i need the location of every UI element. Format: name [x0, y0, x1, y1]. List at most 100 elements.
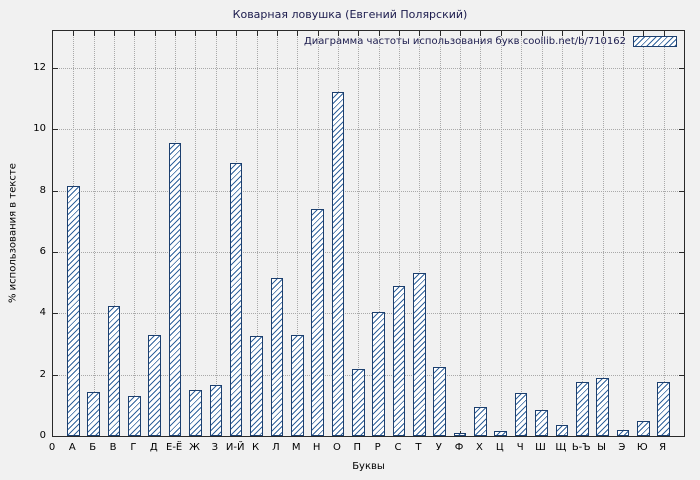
x-tick-label: О — [333, 442, 341, 453]
y-tick-mark — [679, 313, 684, 315]
x-tick-label: Р — [374, 442, 381, 453]
x-tick-mark — [215, 31, 217, 36]
x-tick-label: Д — [149, 442, 158, 453]
bar-Л — [270, 278, 284, 436]
bar-О — [331, 92, 345, 436]
x-tick-mark — [399, 31, 401, 36]
bar-Ф — [453, 432, 467, 436]
gridline-horizontal — [53, 313, 684, 315]
x-tick-label: М — [291, 442, 301, 453]
gridline-horizontal — [53, 129, 684, 131]
x-tick-mark — [500, 31, 502, 36]
y-tick-mark — [679, 67, 684, 69]
x-axis-label: Буквы — [352, 461, 385, 472]
bar-И-Й — [229, 162, 243, 436]
x-tick-mark — [358, 31, 360, 36]
gridline-vertical — [134, 31, 136, 436]
gridline-vertical — [358, 31, 360, 436]
x-tick-label: Г — [130, 442, 137, 453]
bar-Ч — [514, 393, 528, 436]
gridline-vertical — [582, 31, 584, 436]
x-tick-label: Ф — [454, 442, 464, 453]
legend: Диаграмма частоты использования букв coo… — [304, 36, 677, 47]
x-tick-mark — [663, 31, 665, 36]
gridline-vertical — [460, 31, 462, 436]
y-tick-label: 12 — [33, 61, 46, 73]
y-tick-label: 4 — [39, 307, 46, 319]
bar-Ж — [189, 389, 202, 436]
gridline-horizontal — [53, 251, 684, 253]
x-tick-mark — [195, 31, 197, 36]
x-tick-mark — [460, 31, 462, 36]
y-tick-mark — [679, 251, 684, 253]
x-tick-label: Ш — [535, 442, 546, 453]
x-tick-mark — [93, 31, 95, 36]
x-tick-mark — [541, 31, 543, 36]
gridline-vertical — [663, 31, 665, 436]
gridline-vertical — [439, 31, 441, 436]
bar-Ы — [596, 377, 609, 436]
x-tick-mark — [317, 31, 319, 36]
y-tick-mark — [53, 190, 58, 192]
gridline-vertical — [256, 31, 258, 436]
x-tick-label: Я — [659, 442, 667, 453]
gridline-vertical — [480, 31, 482, 436]
bar-Я — [657, 382, 670, 436]
x-tick-mark — [134, 31, 136, 36]
x-tick-label: Э — [618, 442, 626, 453]
gridline-vertical — [622, 31, 624, 436]
bar-Х — [474, 406, 487, 436]
x-tick-mark — [419, 31, 421, 36]
bar-Б — [87, 391, 100, 436]
y-tick-mark — [53, 129, 58, 131]
gridline-vertical — [378, 31, 380, 436]
plot-area: Диаграмма частоты использования букв coo… — [52, 30, 685, 437]
gridline-vertical — [541, 31, 543, 436]
y-tick-mark — [679, 190, 684, 192]
gridline-vertical — [215, 31, 217, 436]
gridline-horizontal — [53, 374, 684, 376]
gridline-vertical — [154, 31, 156, 436]
bar-У — [433, 366, 447, 436]
y-tick-mark — [53, 313, 58, 315]
gridline-horizontal — [53, 67, 684, 69]
x-tick-mark — [521, 31, 523, 36]
bar-Ю — [636, 420, 650, 436]
x-tick-label: Л — [272, 442, 280, 453]
bar-Г — [128, 396, 141, 436]
y-tick-mark — [53, 251, 58, 253]
x-tick-label: В — [109, 442, 117, 453]
y-tick-label: 6 — [39, 245, 46, 257]
x-tick-label: У — [435, 442, 442, 453]
x-tick-label: Ю — [636, 442, 648, 453]
bar-Д — [148, 334, 162, 436]
x-tick-label: С — [394, 442, 402, 453]
gridline-vertical — [602, 31, 604, 436]
x-tick-label: Н — [312, 442, 321, 453]
x-tick-mark — [297, 31, 299, 36]
bar-П — [352, 368, 365, 436]
bar-К — [250, 336, 263, 436]
bar-Ц — [494, 431, 508, 436]
x-tick-mark — [602, 31, 604, 36]
x-tick-mark — [439, 31, 441, 36]
x-tick-label-origin: 0 — [48, 442, 56, 453]
gridline-vertical — [419, 31, 421, 436]
x-tick-mark — [480, 31, 482, 36]
y-tick-label: 0 — [39, 430, 46, 441]
x-tick-label: Ж — [189, 442, 200, 453]
x-tick-label: Ц — [495, 442, 504, 453]
gridline-vertical — [399, 31, 401, 436]
x-tick-mark — [236, 31, 238, 36]
y-tick-mark — [53, 67, 58, 69]
x-tick-mark — [154, 31, 156, 36]
x-tick-label: П — [353, 442, 362, 453]
x-tick-label: А — [68, 442, 76, 453]
bar-В — [107, 305, 121, 436]
x-tick-mark — [378, 31, 380, 36]
x-tick-label: Ь-Ъ — [571, 442, 591, 453]
gridline-vertical — [276, 31, 278, 436]
gridline-vertical — [195, 31, 197, 436]
x-tick-mark — [114, 31, 116, 36]
